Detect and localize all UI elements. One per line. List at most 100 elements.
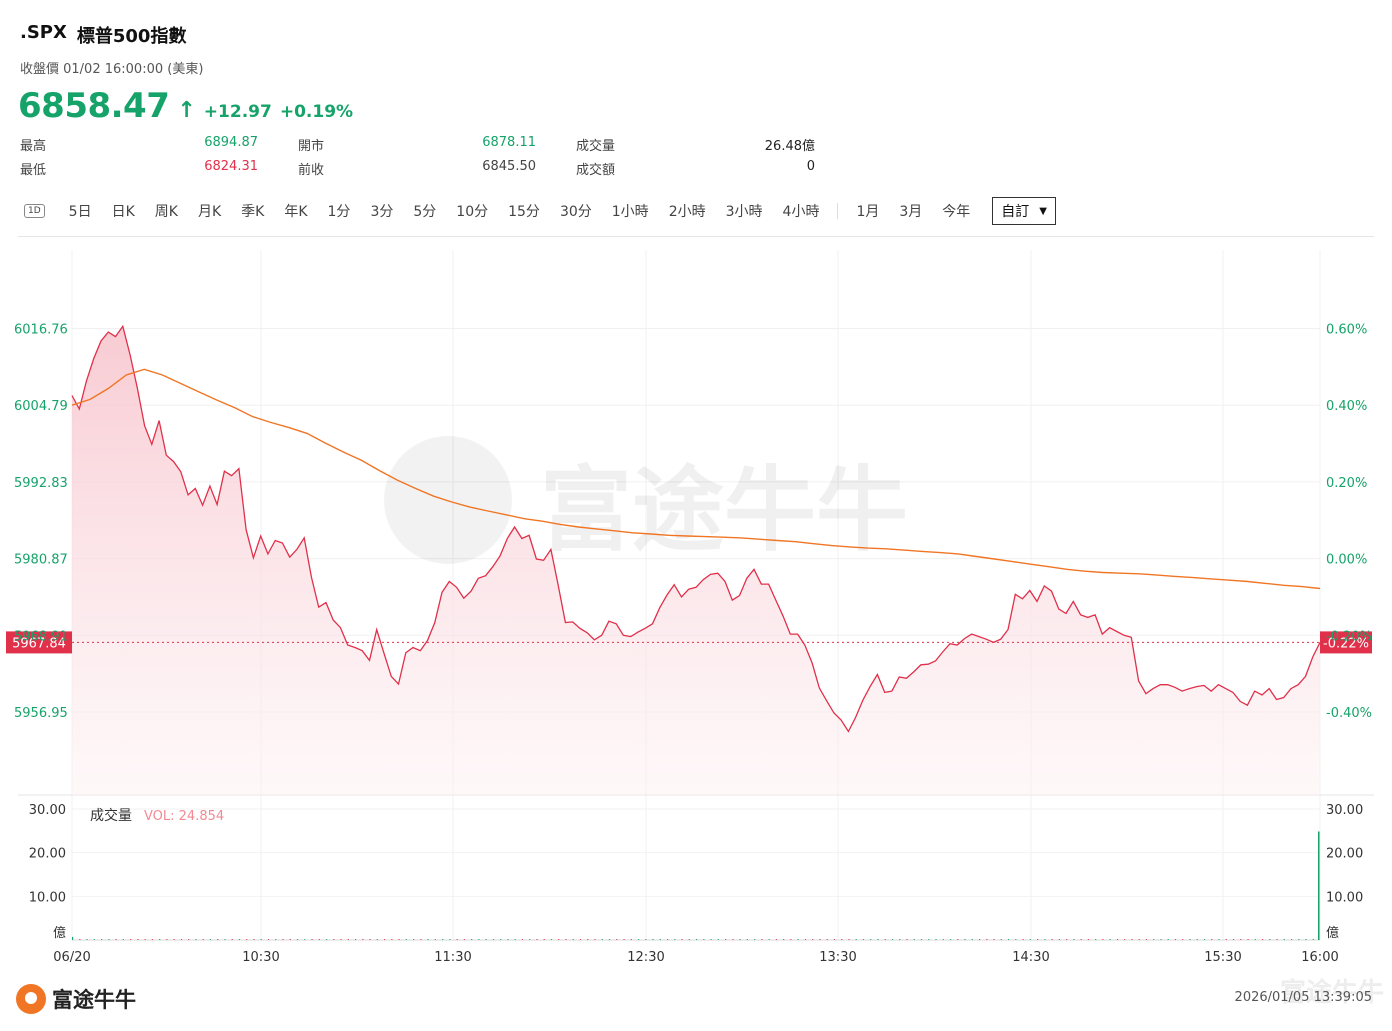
intraday-chart[interactable]: 富途牛牛 5967.84 -0.22% 6016.76 0.60% 6004.79 0.… — [0, 0, 1392, 975]
tab-monthly-k[interactable]: 月K — [197, 204, 222, 220]
tab-ytd[interactable]: 今年 — [942, 204, 971, 220]
tab-5min[interactable]: 5分 — [413, 204, 437, 220]
tab-5d[interactable]: 5日 — [68, 204, 92, 220]
volume-bar — [1087, 939, 1090, 940]
volume-bar — [325, 939, 328, 940]
vol-tick-left: 20.00 — [29, 847, 66, 862]
volume-bar — [993, 939, 995, 940]
y-tick-left: 6016.76 — [14, 323, 68, 338]
volume-bar — [1066, 939, 1068, 940]
volume-bar — [754, 939, 756, 940]
tab-1hour[interactable]: 1小時 — [611, 204, 649, 220]
volume-bar — [906, 939, 908, 940]
tab-3hour[interactable]: 3小時 — [725, 204, 763, 220]
volume-bar — [674, 939, 676, 940]
volume-bar — [608, 939, 611, 940]
volume-bar — [318, 939, 320, 940]
tab-weekly-k[interactable]: 周K — [154, 204, 178, 220]
volume-bar — [717, 939, 719, 940]
tab-30min[interactable]: 30分 — [559, 204, 592, 220]
x-tick-label: 10:30 — [242, 950, 279, 965]
volume-bar — [137, 939, 139, 940]
vol-tick-right: 10.00 — [1326, 890, 1363, 905]
symbol: .SPX — [20, 22, 67, 43]
volume-bar — [384, 939, 386, 940]
volume-bar — [783, 939, 785, 940]
volume-bar — [543, 939, 545, 940]
volume-bar — [1225, 939, 1227, 940]
volume-bar — [86, 939, 88, 940]
volume-bar — [819, 939, 821, 940]
volume-bar — [1116, 939, 1119, 940]
stat-low-label: 最低 — [20, 163, 47, 178]
volume-bar — [797, 939, 799, 940]
tab-1month[interactable]: 1月 — [856, 204, 880, 220]
volume-bar — [841, 939, 843, 940]
volume-legend: VOL: 24.854 — [144, 809, 224, 824]
tab-quarterly-k[interactable]: 季K — [241, 204, 265, 220]
tab-yearly-k[interactable]: 年K — [284, 204, 308, 220]
average-line — [71, 368, 1321, 590]
current-price-badge — [6, 631, 72, 654]
volume-bar — [1232, 939, 1235, 940]
volume-bar — [1318, 831, 1320, 940]
tab-4hour[interactable]: 4小時 — [782, 204, 820, 220]
volume-bar — [333, 939, 335, 940]
period-tabs: 1D 5日 日K 周K 月K 季K 年K 1分 3分 5分 10分 15分 30… — [18, 197, 1374, 225]
vol-unit-right: 億 — [1326, 925, 1339, 941]
volume-bar — [637, 939, 640, 940]
volume-bar — [1073, 939, 1075, 940]
volume-bar — [529, 939, 531, 940]
volume-bar — [768, 939, 770, 940]
y-tick-left: 5956.95 — [14, 706, 68, 721]
volume-bar — [289, 939, 291, 940]
custom-period-dropdown[interactable]: 自訂 ▼ — [992, 197, 1056, 225]
volume-bar — [1196, 939, 1198, 940]
volume-bar — [659, 939, 661, 940]
volume-bar — [514, 939, 516, 940]
volume-bar — [891, 939, 894, 940]
tab-1min[interactable]: 1分 — [327, 204, 351, 220]
tab-15min[interactable]: 15分 — [508, 204, 540, 220]
volume-bar — [1189, 939, 1191, 940]
volume-bar — [253, 939, 255, 940]
tab-2hour[interactable]: 2小時 — [668, 204, 706, 220]
volume-bar — [558, 939, 560, 940]
volume-bar — [217, 939, 219, 940]
volume-bar — [1080, 939, 1082, 940]
volume-bar — [1022, 939, 1024, 940]
volume-bar — [130, 939, 132, 940]
tabs-divider — [18, 236, 1374, 237]
volume-bar — [1000, 939, 1002, 940]
volume-bar — [492, 939, 495, 940]
vol-tick-right: 30.00 — [1326, 803, 1363, 818]
volume-bar — [565, 939, 567, 940]
volume-bar — [521, 939, 524, 940]
tab-3min[interactable]: 3分 — [370, 204, 394, 220]
volume-bar — [275, 939, 277, 940]
tab-daily-k[interactable]: 日K — [111, 204, 135, 220]
volume-bar — [246, 939, 248, 940]
volume-bar — [231, 939, 233, 940]
volume-bar — [369, 939, 371, 940]
chart-watermark: 富途牛牛 — [384, 436, 908, 564]
volume-bar — [159, 939, 161, 940]
volume-bar — [949, 939, 952, 940]
y-tick-right: 0.20% — [1326, 476, 1367, 491]
tab-10min[interactable]: 10分 — [456, 204, 489, 220]
custom-period-label: 自訂 — [1001, 204, 1030, 220]
tab-3month[interactable]: 3月 — [899, 204, 923, 220]
volume-bar — [899, 939, 901, 940]
stat-open-label: 開市 — [298, 139, 325, 154]
volume-bar — [666, 939, 669, 940]
volume-bar — [986, 939, 988, 940]
volume-bar — [1138, 939, 1140, 940]
volume-bar — [1153, 939, 1155, 940]
volume-bar — [587, 939, 589, 940]
stat-open-value: 6878.11 — [482, 135, 536, 150]
volume-bar — [935, 939, 937, 940]
volume-bar — [1037, 939, 1039, 940]
day-chart-icon[interactable]: 1D — [24, 204, 45, 218]
close-time: 收盤價 01/02 16:00:00 (美東) — [20, 62, 204, 77]
volume-bar — [645, 939, 647, 940]
